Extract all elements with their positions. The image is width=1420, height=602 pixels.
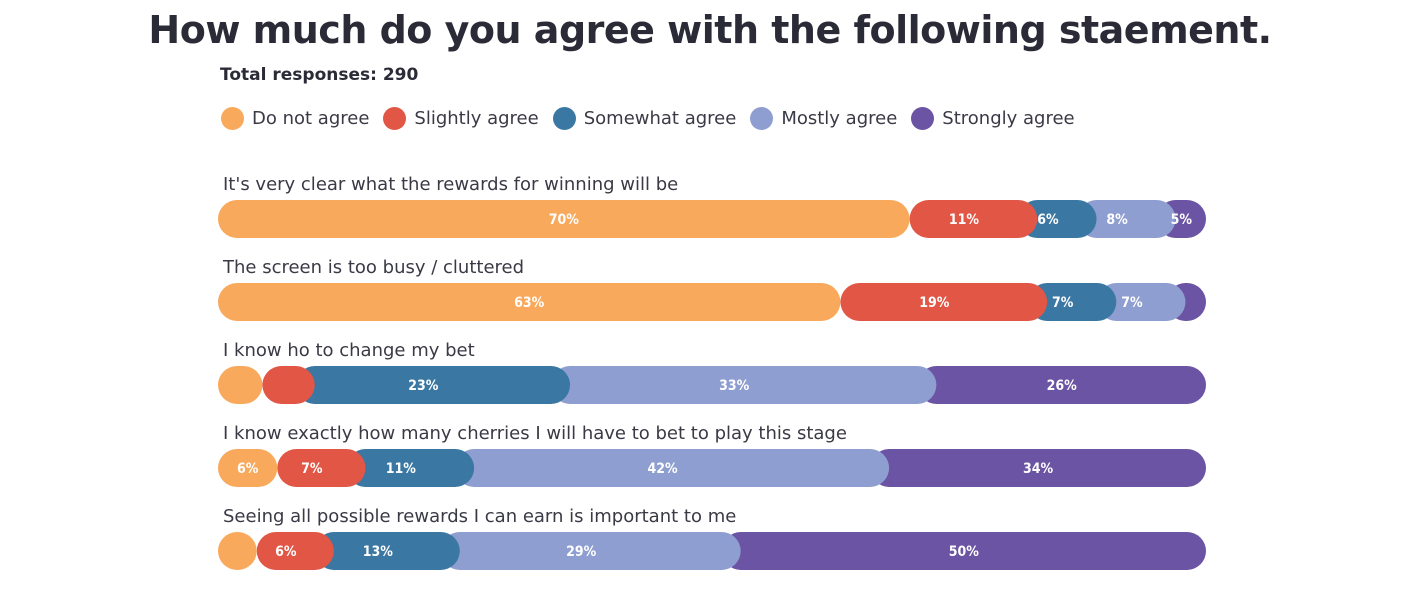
data-label: 7% xyxy=(1121,295,1143,311)
bar-segment-somewhat-agree xyxy=(1018,200,1097,238)
bar-segment-somewhat-agree xyxy=(295,366,571,404)
bar-segment-strongly-agree xyxy=(870,449,1206,487)
legend-item-slightly-agree: Slightly agree xyxy=(383,107,539,130)
legend-label: Do not agree xyxy=(252,108,370,129)
data-label: 11% xyxy=(386,461,417,477)
data-label: 6% xyxy=(275,544,297,560)
legend-item-somewhat-agree: Somewhat agree xyxy=(552,107,737,130)
legend-swatch xyxy=(383,107,407,130)
bar-segment-do-not-agree xyxy=(218,449,278,487)
bar-segment-mostly-agree xyxy=(551,366,937,404)
legend-label: Somewhat agree xyxy=(583,108,737,129)
chart-subtitle: Total responses: 290 xyxy=(220,65,419,85)
chart-title: How much do you agree with the following… xyxy=(148,8,1272,52)
legend-swatch xyxy=(552,107,576,130)
bar-segment-do-not-agree xyxy=(218,532,257,570)
legend-item-do-not-agree: Do not agree xyxy=(221,107,369,130)
bar-segment-mostly-agree xyxy=(455,449,890,487)
legend-label: Slightly agree xyxy=(414,108,539,129)
legend-swatch xyxy=(911,107,935,130)
row-label: I know ho to change my bet xyxy=(223,340,475,361)
data-label: 63% xyxy=(514,295,545,311)
data-label: 6% xyxy=(1037,212,1059,228)
data-label: 42% xyxy=(648,461,679,477)
legend-label: Strongly agree xyxy=(942,108,1075,129)
legend-swatch xyxy=(750,107,774,130)
data-label: 6% xyxy=(237,461,259,477)
bar-segment-do-not-agree xyxy=(218,283,841,321)
data-label: 23% xyxy=(408,378,439,394)
bar-segment-somewhat-agree xyxy=(314,532,460,570)
legend-item-strongly-agree: Strongly agree xyxy=(911,107,1075,130)
bar-segment-slightly-agree xyxy=(840,283,1048,321)
bar-segment-strongly-agree xyxy=(721,532,1206,570)
bar-segment-mostly-agree xyxy=(440,532,741,570)
data-label: 26% xyxy=(1047,378,1078,394)
legend-label: Mostly agree xyxy=(781,108,898,129)
bar-segment-slightly-agree xyxy=(262,366,315,404)
legend: Do not agree Slightly agree Somewhat agr… xyxy=(221,107,1089,130)
data-label: 7% xyxy=(1052,295,1074,311)
bar-segment-slightly-agree xyxy=(909,200,1038,238)
bar-segment-do-not-agree xyxy=(218,366,263,404)
data-label: 11% xyxy=(949,212,980,228)
row-label: Seeing all possible rewards I can earn i… xyxy=(223,506,736,527)
data-label: 34% xyxy=(1023,461,1054,477)
row-label: It's very clear what the rewards for win… xyxy=(223,174,678,195)
data-label: 13% xyxy=(363,544,394,560)
data-label: 8% xyxy=(1106,212,1128,228)
data-label: 7% xyxy=(301,461,323,477)
bar-segment-strongly-agree xyxy=(917,366,1206,404)
bar-segment-slightly-agree xyxy=(256,532,334,570)
data-label: 5% xyxy=(1171,212,1193,228)
data-label: 70% xyxy=(549,212,580,228)
row-label: I know exactly how many cherries I will … xyxy=(223,423,847,444)
bar-segment-somewhat-agree xyxy=(1028,283,1117,321)
row-label: The screen is too busy / cluttered xyxy=(222,257,524,278)
data-label: 33% xyxy=(719,378,750,394)
legend-item-mostly-agree: Mostly agree xyxy=(750,107,897,130)
bar-segment-slightly-agree xyxy=(277,449,366,487)
data-label: 29% xyxy=(566,544,597,560)
bar-segment-somewhat-agree xyxy=(346,449,475,487)
bar-segment-mostly-agree xyxy=(1097,283,1186,321)
bar-segment-do-not-agree xyxy=(218,200,910,238)
bar-segment-mostly-agree xyxy=(1077,200,1176,238)
legend-swatch xyxy=(221,107,244,130)
data-label: 50% xyxy=(949,544,980,560)
data-label: 19% xyxy=(919,295,950,311)
